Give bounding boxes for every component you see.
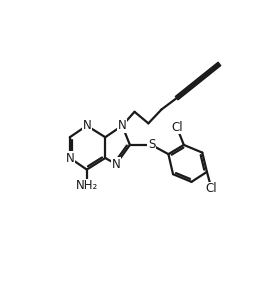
- Text: N: N: [65, 151, 74, 164]
- Text: N: N: [118, 119, 127, 132]
- Text: Cl: Cl: [171, 121, 183, 134]
- Text: N: N: [112, 158, 120, 171]
- Text: S: S: [148, 138, 155, 151]
- Text: NH₂: NH₂: [76, 179, 98, 192]
- Text: N: N: [82, 119, 91, 132]
- Text: Cl: Cl: [206, 182, 217, 195]
